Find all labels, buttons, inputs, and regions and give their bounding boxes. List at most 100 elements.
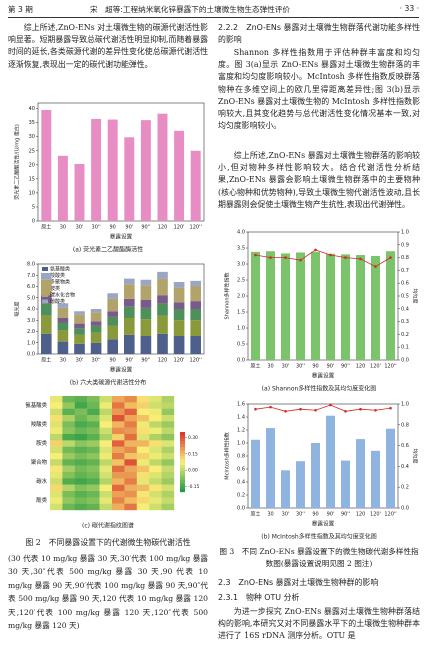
chart-carbon: 0.0 1.0 2.0 3.0 4.0 5.0 6.0 7.0 8.0 原土 30 30' 30'' 90… (14, 262, 205, 387)
bar (311, 443, 320, 508)
x-tick-label: 原土 (41, 357, 51, 364)
y-tick-label: 25 (29, 148, 35, 154)
heat-cell (112, 421, 125, 428)
heat-cell (136, 440, 150, 447)
heat-cell (161, 402, 175, 409)
bar (57, 155, 68, 221)
heat-cell (149, 453, 162, 460)
heat-cell (124, 465, 137, 473)
bar-segment (74, 343, 85, 354)
page-number: · 33 · (399, 4, 419, 13)
legend-label: 碳水化合物 (50, 292, 75, 299)
heat-cell (50, 396, 63, 403)
y2-tick-label: 0.5 (401, 294, 409, 300)
heat-cell (74, 503, 88, 511)
line-marker (344, 409, 347, 413)
bar-segment (107, 325, 119, 340)
heat-cell (136, 472, 150, 479)
y-tick-label: 15 (29, 176, 35, 182)
bar-segment (57, 341, 69, 354)
heat-cell (87, 497, 100, 504)
plot-frame (37, 102, 205, 222)
heat-cell (99, 446, 113, 454)
x-tick-label: 120' (370, 512, 381, 518)
bar-segment (57, 303, 69, 308)
heat-cell (87, 472, 100, 479)
y-tick-label: 0.0 (237, 506, 245, 512)
bar-segment (107, 311, 119, 317)
colorbar-step (180, 435, 185, 439)
x-tick-label: 30' (282, 512, 290, 518)
y-tick-label: 10 (29, 190, 35, 196)
heat-cell (149, 478, 162, 485)
y-axis-label: 吸光度 (14, 301, 21, 316)
bar-segment (190, 280, 202, 287)
x-tick-label: 30 (60, 225, 66, 231)
bar-segment (90, 312, 102, 322)
bar-segment (157, 303, 168, 316)
bar-segment (40, 295, 52, 304)
bar-segment (157, 271, 168, 279)
section-heading: 2.2.2 ZnO-ENs 暴露对土壤微生物群落代谢功能多样性的影响 (218, 23, 420, 45)
y-tick-label: 0.0 (237, 358, 245, 364)
bar-segment (40, 303, 52, 316)
heat-cell (161, 453, 175, 460)
figure-caption: 图 2 不同暴露设置下的代谢微生物碳代谢活性 (25, 538, 191, 547)
heat-cell (124, 427, 137, 435)
y-tick-label: 1.6 (237, 402, 245, 408)
y2-axis-label: 均匀度 (412, 288, 419, 303)
line-marker (284, 256, 287, 259)
heat-cell (74, 472, 88, 479)
heat-cell (124, 446, 137, 454)
x-tick-label: 90' (327, 364, 335, 370)
heat-cell (74, 408, 88, 416)
x-tick-label: 90 (312, 512, 318, 518)
x-tick-label: 120 (356, 364, 366, 370)
heat-cell (62, 446, 75, 454)
y2-tick-label: 1.0 (401, 230, 409, 236)
y-tick-label: 7.0 (27, 273, 35, 279)
y2-tick-label: 0.4 (401, 306, 409, 312)
heat-cell (50, 421, 63, 428)
heat-cell (149, 472, 162, 479)
heat-cell (136, 446, 150, 454)
y2-tick-label: 0.2 (401, 485, 409, 491)
heat-cell (62, 427, 75, 435)
x-tick-label: 90' (327, 512, 335, 518)
section-heading: 2.3 ZnO-ENs 暴露对土壤微生物种群的影响 (218, 578, 379, 587)
y2-tick-label: 0.0 (401, 358, 409, 364)
bar-segment (90, 309, 102, 313)
heat-cell (112, 478, 125, 485)
line-marker (329, 253, 332, 257)
x-tick-label: 90' (125, 225, 133, 231)
heat-cell (112, 491, 125, 498)
bar (157, 113, 168, 221)
heat-cell (161, 440, 175, 447)
heat-cell (124, 408, 137, 416)
heat-cell (99, 503, 113, 511)
y2-tick-label: 0.6 (401, 281, 409, 287)
x-tick-label: 30' (282, 364, 290, 370)
bar-segment (123, 306, 135, 318)
heat-cell (112, 396, 125, 403)
heat-cell (50, 497, 63, 504)
heat-cell (124, 459, 137, 466)
y-tick-label: 0.4 (237, 480, 245, 486)
heat-cell (161, 459, 175, 466)
heat-cell (112, 472, 125, 479)
bar-segment (57, 307, 69, 318)
heat-cell (62, 459, 75, 466)
heat-cell (99, 484, 113, 492)
heat-cell (124, 396, 137, 403)
heat-cell (99, 465, 113, 473)
running-title: 宋 超等:工程纳米氧化锌暴露下的土壤微生物生态弹性评价 (90, 5, 290, 14)
heat-cell (62, 503, 75, 511)
heat-cell (50, 459, 63, 466)
line-marker (344, 256, 347, 259)
heat-cell (87, 478, 100, 485)
heat-cell (50, 446, 63, 454)
chart-caption: (a) Shannon多样性指数及其均匀度变化图 (262, 385, 377, 393)
heat-cell (74, 440, 88, 447)
heat-cell (149, 491, 162, 498)
bar (341, 460, 350, 508)
